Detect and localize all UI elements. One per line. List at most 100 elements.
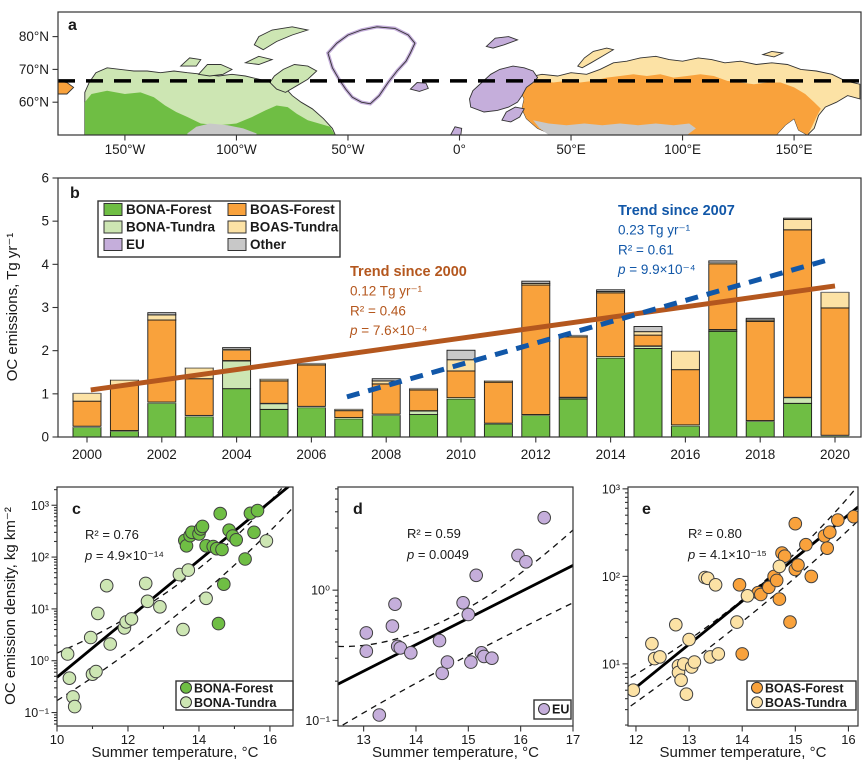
trend-since-2000-annotation: R² = 0.46 [350,303,406,318]
plot-area [57,487,293,714]
bar-segment-BOAS-Tundra [296,363,326,366]
legend-swatch-BOAS-Tundra [227,220,247,234]
bar-segment-BOAS-Tundra [147,314,177,321]
y-tick-label: 10⁻¹ [305,714,330,728]
x-axis-title: Summer temperature, °C [372,744,539,761]
y-tick-label: 10⁰ [311,584,330,598]
x-tick-label: 2018 [745,447,775,462]
bar-segment-BOAS-Forest [558,336,588,398]
trend-since-2007-line [346,257,829,400]
point-BONA-Tundra [176,622,190,637]
map-region-baltic [501,106,525,123]
bar-segment-Other [559,334,588,336]
trend-since-2007-annotation: p = 9.9×10⁻⁴ [617,262,696,277]
point-BOAS-Forest [847,509,858,524]
legend-box [97,200,341,258]
x-tick-label: 13 [356,732,370,747]
map-region-baffin-island [269,64,318,93]
y-tick-label: 5 [41,214,49,229]
legend-marker-BOAS-Forest [751,681,763,694]
point-BOAS-Forest [831,513,845,527]
y-tick-label: 10² [31,551,49,565]
bar-segment-Other [446,349,476,361]
bar-segment-Other [409,387,438,389]
y-tick-label: 10³ [602,482,620,496]
x-tick-label: 15 [461,732,475,747]
x-tick-label: 10 [50,732,64,747]
bar-segment-BOAS-Forest [222,349,252,362]
bar-segment-BOAS-Tundra [670,350,700,371]
x-tick-label: 2000 [72,447,102,462]
point-BOAS-Forest [804,569,819,584]
point-BONA-Tundra [62,671,77,686]
bar-segment-BONA-Tundra [558,397,588,400]
x-tick-label: 2008 [371,447,401,462]
bar-segment-BOAS-Forest [259,380,289,404]
bar-segment-BONA-Tundra [447,398,475,400]
point-BOAS-Forest [791,558,805,572]
panel-letter-e: e [642,501,651,518]
trend-since-2000-line [90,283,836,393]
map-region-greenland [327,26,416,105]
point-BOAS-Forest [788,516,803,531]
point-BONA-Tundra [140,594,155,609]
point-BONA-Forest [215,542,229,557]
map-region-banks-island [179,57,202,67]
x-tick-label: 16 [841,732,855,747]
point-BONA-Tundra [124,612,139,626]
point-BONA-Forest [247,525,261,540]
bar-segment-BONA-Tundra [73,426,101,428]
bar-segment-BOAS-Forest [72,400,102,427]
bar-segment-BONA-Tundra [334,418,363,419]
bar-segment-BONA-Forest [708,330,738,437]
panel-letter-a: a [68,17,77,34]
bar-segment-BONA-Tundra [596,357,625,358]
trend-since-2007-annotation: 0.23 Tg yr⁻¹ [618,223,691,238]
bar-segment-Other [821,291,849,293]
point-EU [537,510,552,525]
bar-segment-Other [708,260,738,264]
y-tick-label: 0 [41,430,49,445]
bar-segment-Other [147,312,177,316]
stats-text: p = 4.9×10⁻¹⁴ [84,548,164,563]
map-lon-tick-label: 100°W [216,142,257,157]
bar-segment-BONA-Forest [483,423,513,437]
bar-segment-BONA-Forest [147,402,177,437]
x-tick-label: 2012 [521,447,551,462]
bar-segment-BONA-Forest [596,357,626,437]
point-BONA-Forest [229,533,243,547]
x-tick-label: 2014 [596,447,627,462]
point-BOAS-Tundra [708,578,723,592]
bar-segment-BOAS-Tundra [483,380,513,383]
trend-since-2000-annotation: Trend since 2000 [350,264,467,280]
legend-swatch-EU [103,238,123,251]
legend-marker-BOAS-Tundra [751,696,763,709]
bar-segment-BONA-Forest [521,414,551,437]
map-regions [58,25,861,135]
panel-letter-b: b [70,185,80,202]
y-tick-label: 10² [602,570,620,584]
legend-label: BONA-Forest [194,681,274,695]
plot-area [338,510,573,726]
legend-label: BOAS-Forest [250,202,335,217]
bar-segment-BONA-Tundra [185,415,214,417]
bar-segment-BOAS-Forest [109,384,139,431]
legend-label: BOAS-Tundra [250,220,339,235]
bar-segment-Other [745,317,775,321]
x-tick-label: 16 [263,732,277,747]
point-BOAS-Tundra [730,615,744,629]
point-EU [432,633,447,648]
point-EU [404,646,418,660]
bar-segment-BONA-Tundra [671,425,700,427]
trend-since-2007-annotation: R² = 0.61 [618,242,674,257]
point-BOAS-Forest [769,573,784,588]
plot-border [627,486,859,727]
legend-marker-EU [538,703,550,715]
bar-segment-BONA-Forest [184,416,214,437]
point-EU [485,651,499,666]
bars [72,217,850,437]
point-EU [461,607,476,622]
x-tick-label: 12 [629,732,643,747]
point-BOAS-Forest [772,592,787,606]
